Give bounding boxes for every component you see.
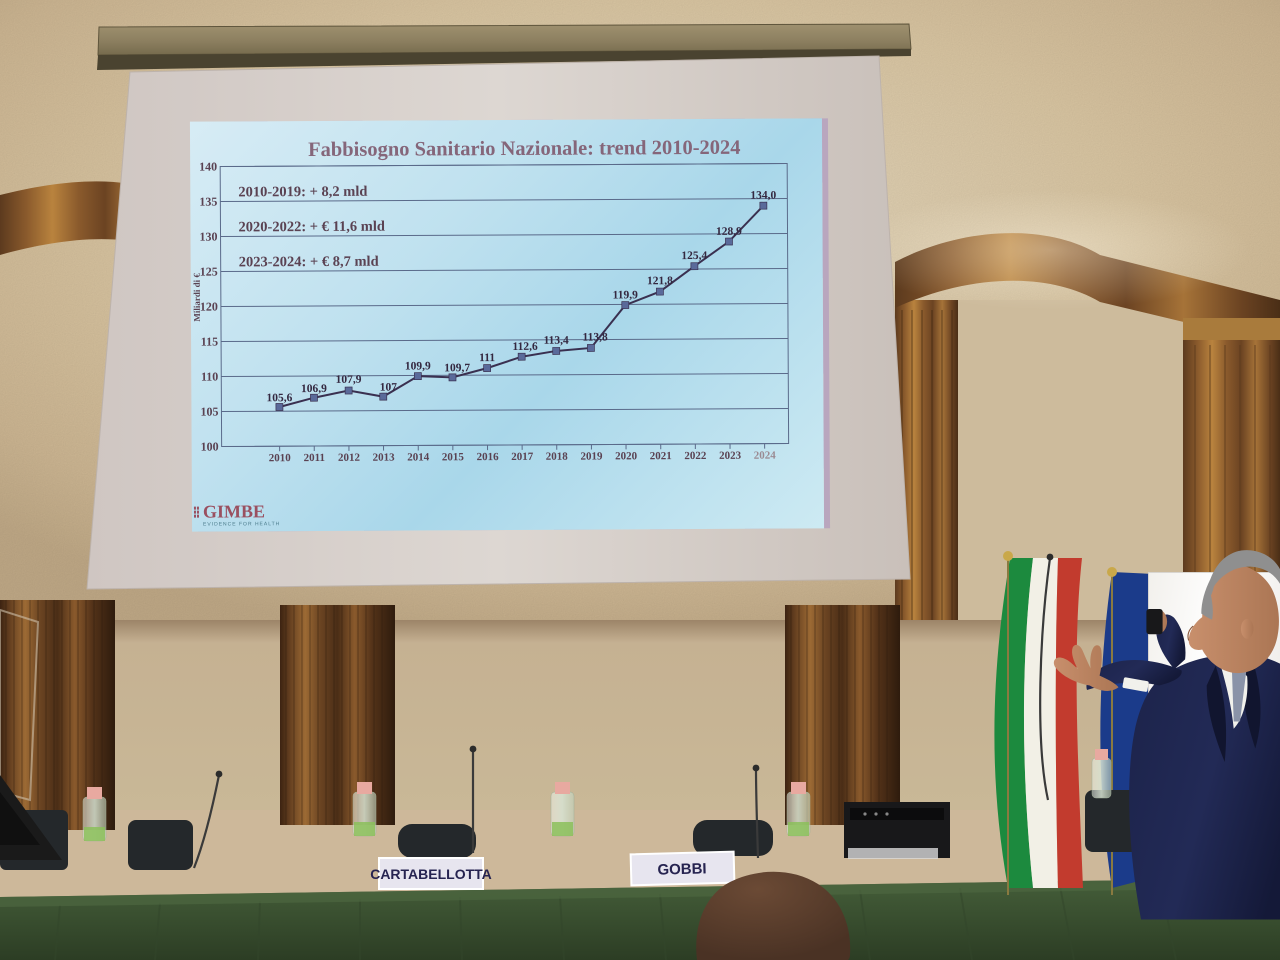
svg-text:2016: 2016 — [477, 451, 500, 463]
svg-text:113,4: 113,4 — [544, 335, 570, 347]
svg-text:111: 111 — [479, 352, 495, 364]
svg-text:EVIDENCE FOR HEALTH: EVIDENCE FOR HEALTH — [203, 521, 280, 527]
svg-text:105: 105 — [200, 405, 218, 419]
svg-text:125,4: 125,4 — [681, 250, 707, 262]
svg-text:115: 115 — [201, 335, 218, 349]
svg-text:2023: 2023 — [719, 450, 742, 462]
svg-text:2014: 2014 — [407, 451, 430, 463]
svg-text:105,6: 105,6 — [266, 392, 292, 404]
svg-text:113,8: 113,8 — [582, 331, 608, 343]
svg-text:2019: 2019 — [580, 450, 603, 462]
svg-text:2012: 2012 — [338, 452, 361, 464]
svg-text:2013: 2013 — [373, 452, 396, 464]
svg-text:120: 120 — [200, 300, 218, 314]
svg-text:106,9: 106,9 — [301, 383, 327, 395]
svg-text:2021: 2021 — [650, 450, 672, 462]
svg-text:2017: 2017 — [511, 451, 534, 463]
svg-text:100: 100 — [201, 440, 219, 454]
svg-text:107: 107 — [380, 382, 398, 394]
svg-text:110: 110 — [201, 370, 218, 384]
svg-text:2010-2019: + 8,2 mld: 2010-2019: + 8,2 mld — [238, 184, 367, 201]
svg-text:GIMBE: GIMBE — [203, 501, 265, 521]
svg-text:109,7: 109,7 — [444, 362, 470, 374]
svg-text:134,0: 134,0 — [750, 190, 776, 202]
svg-text:121,8: 121,8 — [647, 275, 673, 287]
svg-text:Miliardi di €: Miliardi di € — [192, 273, 202, 322]
svg-text:128,9: 128,9 — [716, 226, 742, 238]
svg-text:2023-2024: + € 8,7 mld: 2023-2024: + € 8,7 mld — [239, 254, 379, 271]
svg-text:125: 125 — [200, 265, 218, 279]
svg-text:112,6: 112,6 — [512, 341, 538, 353]
svg-text:Fabbisogno Sanitario Nazionale: Fabbisogno Sanitario Nazionale: trend 20… — [308, 137, 741, 161]
svg-text:130: 130 — [199, 230, 217, 244]
svg-text:107,9: 107,9 — [336, 374, 362, 386]
svg-text:2024: 2024 — [754, 450, 777, 462]
svg-text:2020-2022: + € 11,6 mld: 2020-2022: + € 11,6 mld — [238, 219, 385, 236]
svg-text:109,9: 109,9 — [405, 360, 431, 372]
svg-text:2010: 2010 — [269, 452, 292, 464]
svg-text:2022: 2022 — [684, 450, 707, 462]
svg-text:135: 135 — [199, 195, 217, 209]
svg-text:2018: 2018 — [546, 451, 569, 463]
svg-text:119,9: 119,9 — [613, 289, 639, 301]
svg-text:2011: 2011 — [304, 452, 325, 464]
svg-text:2015: 2015 — [442, 451, 465, 463]
svg-text:140: 140 — [199, 160, 217, 174]
svg-text:2020: 2020 — [615, 450, 638, 462]
